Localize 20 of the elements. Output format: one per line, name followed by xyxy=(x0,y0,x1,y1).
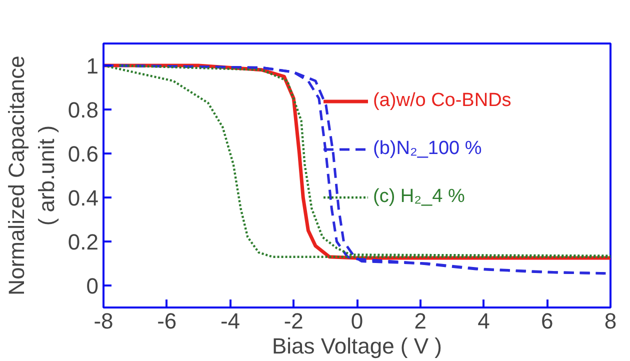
y-tick-label: 0.8 xyxy=(68,98,99,122)
legend-label: (a)w/o Co-BNDs xyxy=(373,90,512,112)
x-tick-label: 8 xyxy=(604,308,617,334)
y-axis-title: Normalized Capacitance ( arb.unit ) xyxy=(4,56,59,296)
x-tick-label: 6 xyxy=(541,308,554,334)
x-tick-label: -8 xyxy=(94,308,114,334)
x-tick-label: 4 xyxy=(478,308,490,334)
x-tick-label: -4 xyxy=(220,308,240,334)
x-tick-label: 2 xyxy=(414,308,427,334)
y-tick-label: 0.4 xyxy=(68,186,99,210)
y-tick-label: 0.6 xyxy=(68,142,99,166)
legend-label: (b)N₂_100 % xyxy=(373,138,482,160)
y-tick-label: 0 xyxy=(86,274,99,298)
legend-label: (c) H₂_4 % xyxy=(373,186,465,208)
y-tick-label: 1 xyxy=(86,54,99,78)
y-tick-label: 0.2 xyxy=(68,230,99,254)
x-axis-title: Bias Voltage ( V ) xyxy=(272,334,442,358)
x-tick-label: 0 xyxy=(350,308,364,334)
x-tick-label: -6 xyxy=(157,308,177,334)
x-tick-label: -2 xyxy=(284,308,304,334)
